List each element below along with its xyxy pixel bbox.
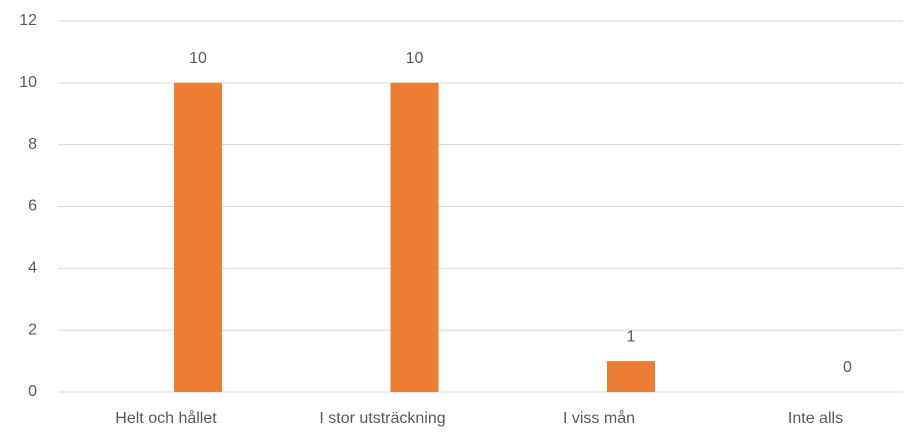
y-tick-label: 10 bbox=[19, 74, 37, 91]
y-tick-label: 2 bbox=[28, 321, 37, 338]
data-label: 0 bbox=[843, 359, 852, 376]
data-label: 10 bbox=[406, 50, 424, 67]
y-tick-label: 8 bbox=[28, 136, 37, 153]
x-tick-label: I viss mån bbox=[563, 409, 635, 427]
x-tick-label: Helt och hållet bbox=[115, 409, 217, 427]
y-tick-label: 12 bbox=[19, 12, 37, 29]
y-tick-label: 0 bbox=[28, 383, 37, 400]
bar bbox=[607, 361, 655, 392]
y-tick-label: 6 bbox=[28, 198, 37, 215]
x-tick-label: Inte alls bbox=[788, 410, 843, 427]
bar bbox=[174, 82, 222, 392]
data-label: 10 bbox=[189, 50, 207, 67]
x-tick-label: I stor utsträckning bbox=[319, 410, 445, 427]
data-label: 1 bbox=[627, 328, 636, 345]
y-tick-label: 4 bbox=[28, 260, 37, 277]
bar bbox=[390, 82, 439, 392]
